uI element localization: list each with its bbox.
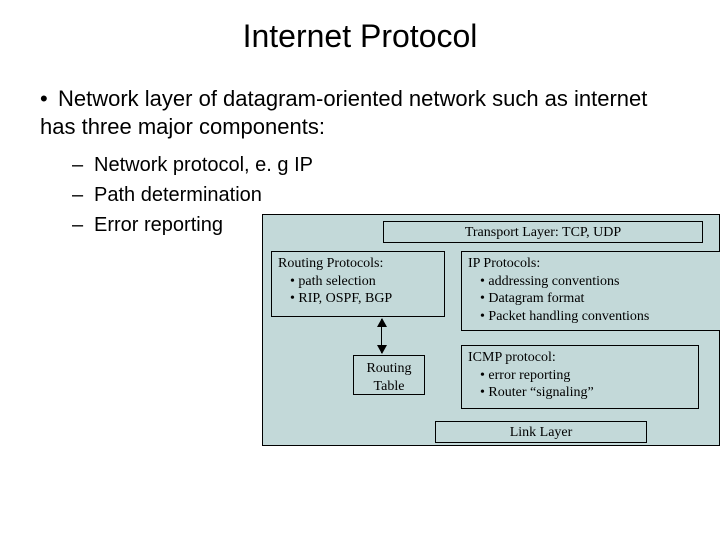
main-bullet: •Network layer of datagram-oriented netw… xyxy=(0,55,720,140)
ip-item-1: addressing conventions xyxy=(480,273,714,291)
routing-table-box: Routing Table xyxy=(353,355,425,395)
page-title: Internet Protocol xyxy=(0,0,720,55)
double-arrow-icon xyxy=(381,319,382,353)
routing-item-2: RIP, OSPF, BGP xyxy=(290,290,438,308)
transport-layer-box: Transport Layer: TCP, UDP xyxy=(383,221,703,243)
main-bullet-text: Network layer of datagram-oriented netwo… xyxy=(40,86,647,139)
ip-item-3: Packet handling conventions xyxy=(480,308,714,326)
icmp-item-1: error reporting xyxy=(480,367,692,385)
ip-item-2: Datagram format xyxy=(480,290,714,308)
icmp-title: ICMP protocol: xyxy=(468,350,556,365)
layer-diagram: Transport Layer: TCP, UDP Routing Protoc… xyxy=(262,214,720,446)
sub-bullet-1: Network protocol, e. g IP xyxy=(94,154,313,176)
icmp-item-2: Router “signaling” xyxy=(480,384,692,402)
ip-title: IP Protocols: xyxy=(468,256,540,271)
rtable-line1: Routing xyxy=(366,361,411,376)
ip-protocols-box: IP Protocols: addressing conventions Dat… xyxy=(461,251,720,331)
sub-bullet-2: Path determination xyxy=(94,184,262,206)
sub-bullet-3: Error reporting xyxy=(94,214,223,236)
link-layer-box: Link Layer xyxy=(435,421,647,443)
rtable-line2: Table xyxy=(374,379,405,394)
routing-item-1: path selection xyxy=(290,273,438,291)
routing-protocols-box: Routing Protocols: path selection RIP, O… xyxy=(271,251,445,317)
icmp-protocol-box: ICMP protocol: error reporting Router “s… xyxy=(461,345,699,409)
routing-title: Routing Protocols: xyxy=(278,256,383,271)
